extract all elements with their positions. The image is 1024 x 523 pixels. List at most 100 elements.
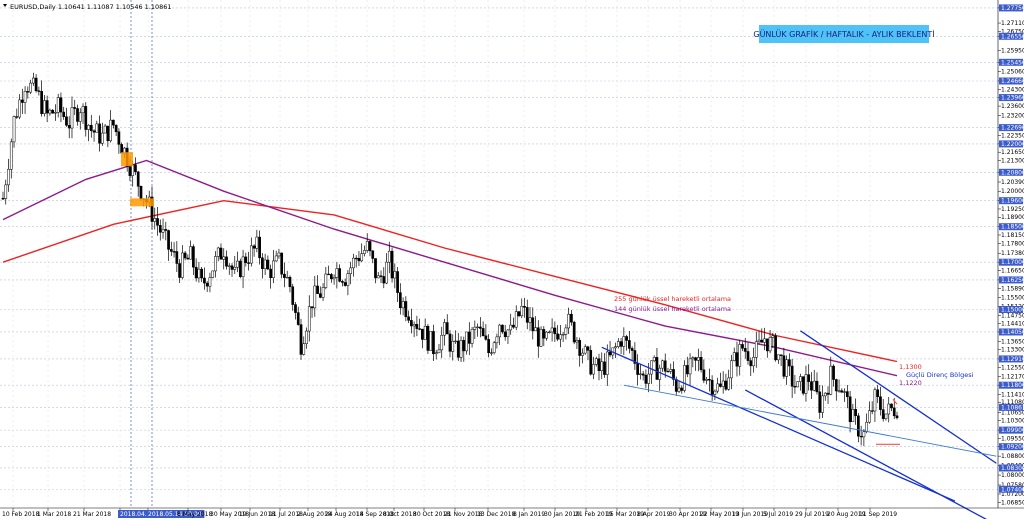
title-box: GÜNLÜK GRAFİK / HAFTALIK - AYLIK BEKLENT… (753, 25, 935, 43)
candle-body (699, 357, 703, 371)
time-tick-label: 30 Jan 2019 (544, 511, 580, 518)
candle-body (103, 125, 107, 134)
candle-body (327, 273, 330, 276)
candle-body (887, 403, 891, 415)
time-tick-label: 30 May 2018 (210, 511, 249, 518)
price-tag-bg (999, 426, 1023, 434)
candle-body (732, 352, 736, 361)
candle-body (895, 415, 899, 419)
price-tag-label: 1.18500 (1001, 224, 1024, 231)
candle-body (476, 326, 479, 329)
price-tag-bg (999, 443, 1023, 451)
time-tick-label: 8 May 2018 (177, 511, 212, 518)
time-tick-label: 24 Aug 2018 (325, 511, 364, 518)
title-box-text: GÜNLÜK GRAFİK / HAFTALIK - AYLIK BEKLENT… (753, 29, 934, 39)
candle-body (622, 336, 626, 347)
candle-body (398, 292, 402, 309)
candle-body (498, 324, 502, 338)
symbol-dropdown-icon[interactable] (3, 4, 7, 7)
candle-body (34, 77, 38, 92)
price-tick-label: 1.18150 (1001, 232, 1024, 239)
price-tick-label: 1.16650 (1001, 267, 1024, 274)
candle-body (365, 241, 369, 251)
candle-body (225, 256, 228, 267)
candle-body (81, 106, 85, 114)
candle-body (801, 376, 805, 394)
candle-body (357, 258, 361, 262)
price-tick-label: 1.14750 (1001, 312, 1024, 319)
candle-body (415, 324, 419, 329)
candle-body (51, 109, 55, 114)
price-tag-bg (999, 355, 1023, 363)
candle-body (26, 91, 30, 93)
time-tick-label: 10 Feb 2018 (2, 511, 40, 518)
time-tick-label: 22 May 2019 (700, 511, 739, 518)
candle-body (459, 340, 463, 358)
candle-body (890, 403, 893, 409)
candle-body (528, 317, 532, 323)
candle-body (768, 337, 772, 352)
candle-body (65, 116, 68, 126)
candle-body (7, 169, 10, 186)
price-tag-label: 1.15000 (1001, 306, 1024, 313)
price-tag-label: 1.26550 (1001, 33, 1024, 40)
candle-body (368, 241, 372, 252)
candle-body (106, 125, 110, 142)
candle-body (815, 380, 819, 393)
candle-body (517, 311, 521, 317)
highlight-box (121, 152, 133, 167)
candle-body (771, 335, 775, 338)
candle-body (536, 327, 540, 347)
candle-body (782, 355, 786, 377)
price-tag-bg (999, 223, 1023, 231)
candle-body (597, 358, 601, 372)
candle-body (302, 343, 306, 355)
price-tag-label: 1.22690 (1001, 125, 1024, 132)
candle-body (658, 367, 662, 380)
candle-body (330, 274, 333, 280)
price-tick-label: 1.25060 (1001, 69, 1024, 76)
candle-body (423, 325, 427, 340)
candle-body (318, 293, 322, 298)
price-tag-bg (999, 464, 1023, 472)
candle-body (255, 236, 259, 249)
candle-body (349, 267, 353, 274)
time-tick-label: 21 Nov 2018 (444, 511, 483, 518)
candle-body (823, 392, 827, 397)
candle-body (197, 268, 201, 279)
candle-body (578, 340, 582, 356)
candle-body (462, 340, 466, 352)
time-tick-label: 11 Sep 2019 (859, 511, 897, 518)
price-tick-label: 1.25950 (1001, 47, 1024, 54)
candle-body (892, 407, 896, 417)
candle-body (238, 260, 242, 277)
candle-body (647, 373, 651, 384)
candle-body (280, 252, 284, 275)
price-tag-bg (999, 381, 1023, 389)
price-tick-label: 1.08000 (1001, 472, 1024, 479)
candle-body (639, 373, 642, 375)
candle-body (258, 236, 261, 259)
candle-body (708, 379, 711, 381)
price-tick-label: 1.06850 (1001, 499, 1024, 506)
price-tick-label: 1.09550 (1001, 435, 1024, 442)
candle-body (172, 251, 176, 253)
candle-body (56, 97, 60, 113)
candle-body (851, 409, 855, 422)
candle-body (181, 252, 184, 278)
candle-body (754, 341, 758, 358)
candle-body (192, 246, 195, 268)
candle-body (804, 374, 808, 394)
candle-body (40, 91, 43, 114)
candle-body (211, 270, 215, 278)
candle-body (203, 277, 206, 284)
candle-body (178, 263, 181, 278)
candle-body (205, 282, 209, 287)
candle-body (862, 431, 866, 438)
candle-body (845, 391, 849, 398)
candle-body (520, 306, 524, 317)
candle-body (54, 112, 57, 114)
candle-body (346, 273, 350, 286)
